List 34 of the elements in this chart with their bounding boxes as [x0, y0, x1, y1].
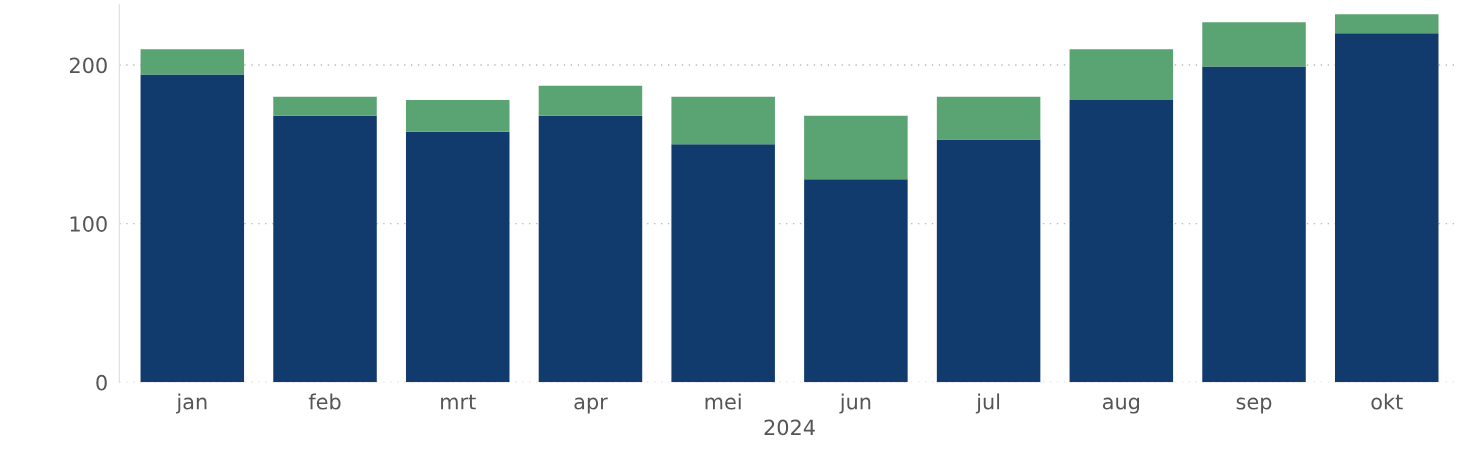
x-tick-label: aug — [1102, 397, 1140, 414]
bar — [538, 115, 643, 383]
bar — [405, 99, 510, 132]
x-tick-label: sep — [1236, 397, 1272, 414]
x-tick-label: feb — [308, 393, 341, 410]
bar — [671, 144, 775, 383]
x-tick-label: mrt — [441, 394, 476, 410]
y-tick-label: 100 — [70, 216, 107, 232]
x-tick-label: okt — [1371, 393, 1403, 410]
bar — [1334, 14, 1439, 34]
bar — [140, 74, 245, 383]
x-axis-title: 2024 — [764, 419, 815, 436]
bar — [1069, 49, 1174, 100]
bar — [538, 85, 643, 116]
bar — [936, 139, 1041, 383]
bar — [671, 96, 775, 145]
x-tick-label: jan — [176, 393, 207, 414]
bar — [936, 96, 1041, 140]
x-tick-label: mei — [705, 393, 741, 410]
bar — [273, 115, 377, 383]
bar — [1202, 66, 1306, 383]
x-tick-label: jul — [975, 393, 1000, 414]
bar — [804, 115, 908, 180]
x-tick-label: apr — [574, 397, 608, 414]
bar — [273, 96, 377, 116]
x-tick-label: jun — [839, 393, 871, 414]
y-tick-label: 200 — [69, 57, 107, 74]
bar — [1202, 22, 1306, 67]
bar — [1069, 99, 1174, 383]
bar — [140, 49, 245, 75]
y-tick-label: 0 — [96, 374, 107, 391]
bar — [1334, 33, 1439, 383]
bar — [405, 131, 510, 383]
bar — [804, 179, 908, 383]
